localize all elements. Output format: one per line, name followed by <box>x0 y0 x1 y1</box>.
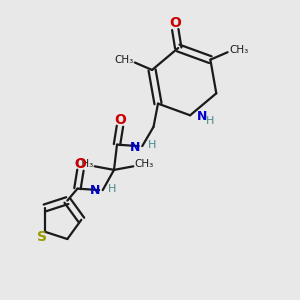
Text: O: O <box>74 157 86 171</box>
Text: CH₃: CH₃ <box>114 56 133 65</box>
Text: O: O <box>169 16 181 30</box>
Text: CH₃: CH₃ <box>74 159 93 169</box>
Text: H: H <box>206 116 214 126</box>
Text: H: H <box>148 140 156 150</box>
Text: O: O <box>114 113 126 127</box>
Text: N: N <box>90 184 100 197</box>
Text: N: N <box>130 140 140 154</box>
Text: S: S <box>38 230 47 244</box>
Text: N: N <box>197 110 207 123</box>
Text: CH₃: CH₃ <box>135 159 154 169</box>
Text: CH₃: CH₃ <box>229 45 248 55</box>
Text: H: H <box>108 184 116 194</box>
